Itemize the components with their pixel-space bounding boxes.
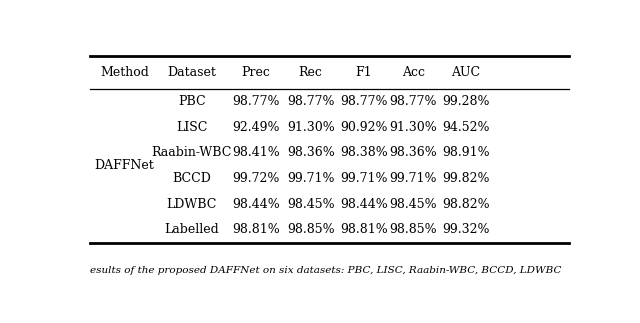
Text: 94.52%: 94.52% — [442, 120, 490, 133]
Text: 98.82%: 98.82% — [442, 198, 490, 211]
Text: LISC: LISC — [176, 120, 207, 133]
Text: Prec: Prec — [242, 66, 271, 79]
Text: Labelled: Labelled — [164, 223, 219, 236]
Text: 98.44%: 98.44% — [232, 198, 280, 211]
Text: 98.77%: 98.77% — [390, 95, 437, 108]
Text: 92.49%: 92.49% — [232, 120, 280, 133]
Text: Acc: Acc — [402, 66, 425, 79]
Text: 90.92%: 90.92% — [340, 120, 387, 133]
Text: 98.45%: 98.45% — [390, 198, 437, 211]
Text: 91.30%: 91.30% — [287, 120, 335, 133]
Text: BCCD: BCCD — [172, 172, 211, 185]
Text: 99.28%: 99.28% — [442, 95, 490, 108]
Text: esults of the proposed DAFFNet on six datasets: PBC, LISC, Raabin-WBC, BCCD, LDW: esults of the proposed DAFFNet on six da… — [90, 266, 561, 275]
Text: Raabin-WBC: Raabin-WBC — [152, 146, 232, 159]
Text: 99.72%: 99.72% — [232, 172, 280, 185]
Text: 99.71%: 99.71% — [340, 172, 387, 185]
Text: PBC: PBC — [178, 95, 205, 108]
Text: 98.41%: 98.41% — [232, 146, 280, 159]
Text: DAFFNet: DAFFNet — [95, 159, 154, 172]
Text: Rec: Rec — [299, 66, 323, 79]
Text: 98.36%: 98.36% — [389, 146, 437, 159]
Text: 98.45%: 98.45% — [287, 198, 335, 211]
Text: 98.91%: 98.91% — [442, 146, 490, 159]
Text: F1: F1 — [355, 66, 372, 79]
Text: 99.32%: 99.32% — [442, 223, 490, 236]
Text: 98.77%: 98.77% — [287, 95, 334, 108]
Text: 99.71%: 99.71% — [287, 172, 334, 185]
Text: 98.81%: 98.81% — [232, 223, 280, 236]
Text: AUC: AUC — [451, 66, 481, 79]
Text: 98.44%: 98.44% — [340, 198, 388, 211]
Text: 99.82%: 99.82% — [442, 172, 490, 185]
Text: 99.71%: 99.71% — [390, 172, 437, 185]
Text: 98.85%: 98.85% — [287, 223, 335, 236]
Text: 98.36%: 98.36% — [287, 146, 335, 159]
Text: 98.77%: 98.77% — [232, 95, 280, 108]
Text: Dataset: Dataset — [167, 66, 216, 79]
Text: 98.77%: 98.77% — [340, 95, 387, 108]
Text: 98.81%: 98.81% — [340, 223, 388, 236]
Text: LDWBC: LDWBC — [166, 198, 217, 211]
Text: 91.30%: 91.30% — [389, 120, 437, 133]
Text: 98.38%: 98.38% — [340, 146, 388, 159]
Text: Method: Method — [100, 66, 149, 79]
Text: 98.85%: 98.85% — [390, 223, 437, 236]
